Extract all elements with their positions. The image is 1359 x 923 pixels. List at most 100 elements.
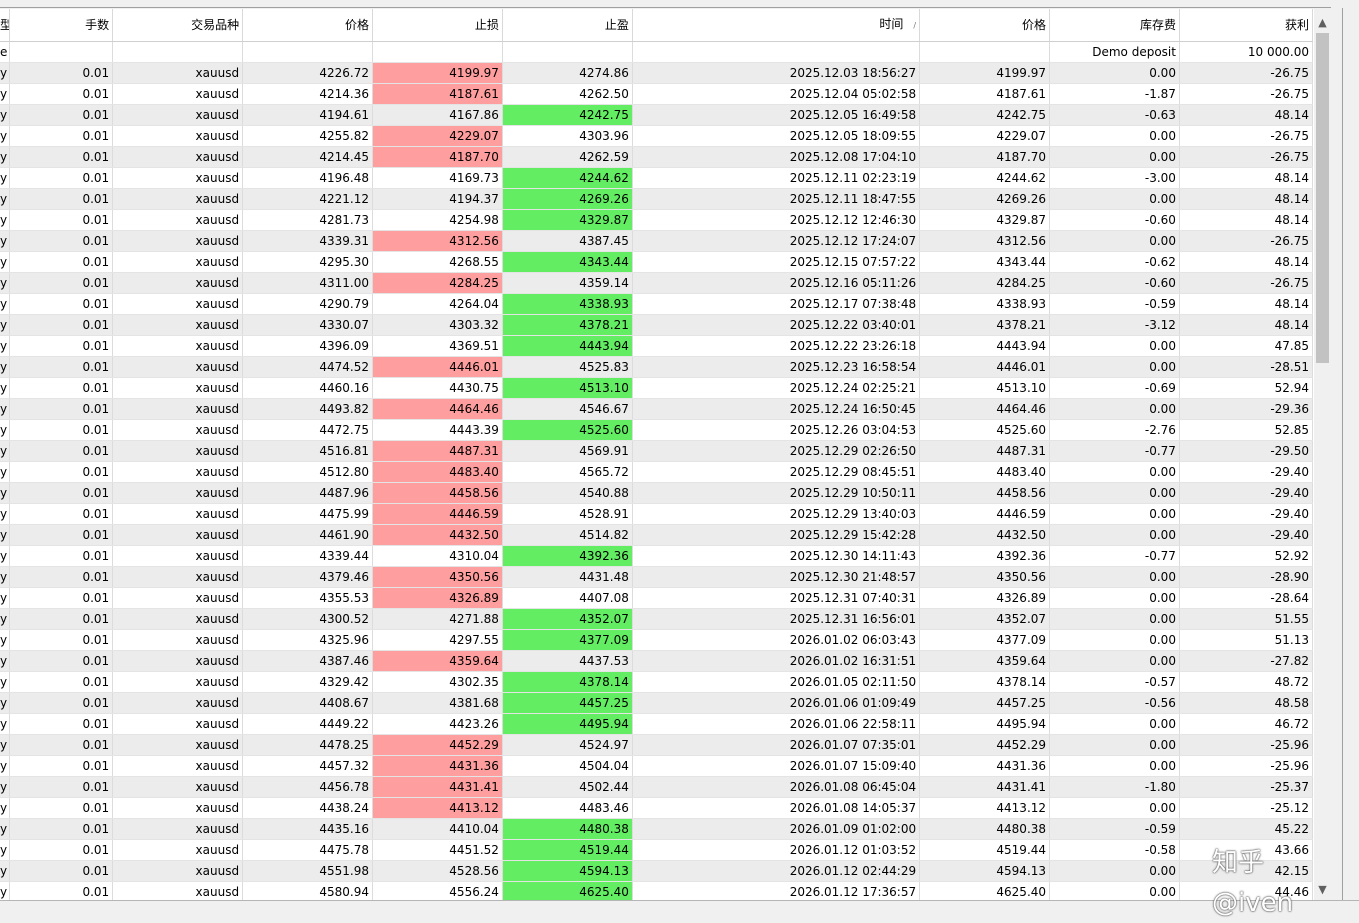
- table-row[interactable]: y 0.01 xauusd 4474.52 4446.01 4525.83 2025.12.…: [0, 356, 1314, 378]
- cell-lots: 0.01: [9, 125, 114, 147]
- cell-lots: 0.01: [9, 482, 114, 504]
- table-row[interactable]: y 0.01 xauusd 4330.07 4303.32 4378.21 2025.12.…: [0, 314, 1314, 336]
- cell-sl: 4169.73: [372, 167, 503, 189]
- cell-type: y: [0, 293, 10, 315]
- cell-price: 4281.73: [242, 209, 373, 231]
- table-row[interactable]: y 0.01 xauusd 4435.16 4410.04 4480.38 2026.01.…: [0, 818, 1314, 840]
- cell-price: 4355.53: [242, 587, 373, 609]
- cell-time: 2025.12.16 05:11:26: [632, 272, 921, 294]
- cell-tp: 4343.44: [502, 251, 633, 273]
- table-row[interactable]: y 0.01 xauusd 4379.46 4350.56 4431.48 2025.12.…: [0, 566, 1314, 588]
- table-row[interactable]: y 0.01 xauusd 4516.81 4487.31 4569.91 2025.12.…: [0, 440, 1314, 462]
- col-header-price[interactable]: 价格: [242, 9, 373, 42]
- cell-profit: -27.82: [1179, 650, 1314, 672]
- table-row[interactable]: y 0.01 xauusd 4478.25 4452.29 4524.97 2026.01.…: [0, 734, 1314, 756]
- col-header-profit[interactable]: 获利: [1179, 9, 1314, 42]
- col-header-type[interactable]: 型: [0, 9, 10, 42]
- cell-time: 2025.12.04 05:02:58: [632, 83, 921, 105]
- cell-close: 4446.01: [919, 356, 1051, 378]
- table-row[interactable]: y 0.01 xauusd 4290.79 4264.04 4338.93 2025.12.…: [0, 293, 1314, 315]
- table-row[interactable]: y 0.01 xauusd 4214.45 4187.70 4262.59 2025.12.…: [0, 146, 1314, 168]
- cell-sl: 4464.46: [372, 398, 503, 420]
- table-row[interactable]: y 0.01 xauusd 4475.99 4446.59 4528.91 2025.12.…: [0, 503, 1314, 525]
- cell-tp: 4378.14: [502, 671, 633, 693]
- table-row[interactable]: y 0.01 xauusd 4194.61 4167.86 4242.75 2025.12.…: [0, 104, 1314, 126]
- table-row[interactable]: y 0.01 xauusd 4493.82 4464.46 4546.67 2025.12.…: [0, 398, 1314, 420]
- col-header-time-label: 时间: [879, 17, 904, 31]
- table-row[interactable]: y 0.01 xauusd 4196.48 4169.73 4244.62 2025.12.…: [0, 167, 1314, 189]
- cell-tp: 4431.48: [502, 566, 633, 588]
- cell-type: y: [0, 545, 10, 567]
- table-row[interactable]: y 0.01 xauusd 4472.75 4443.39 4525.60 2025.12.…: [0, 419, 1314, 441]
- table-row[interactable]: y 0.01 xauusd 4449.22 4423.26 4495.94 2026.01.…: [0, 713, 1314, 735]
- table-row[interactable]: y 0.01 xauusd 4355.53 4326.89 4407.08 2025.12.…: [0, 587, 1314, 609]
- cell-type: y: [0, 713, 10, 735]
- cell-lots: 0.01: [9, 293, 114, 315]
- col-header-time[interactable]: 时间 /: [632, 9, 921, 42]
- cell-close: 4350.56: [919, 566, 1051, 588]
- cell-symbol: xauusd: [112, 755, 244, 777]
- table-row[interactable]: y 0.01 xauusd 4295.30 4268.55 4343.44 2025.12.…: [0, 251, 1314, 273]
- cell-type: y: [0, 524, 10, 546]
- scroll-down-arrow-icon[interactable]: ▼: [1318, 883, 1327, 896]
- cell-swap: -0.62: [1049, 251, 1180, 273]
- table-row[interactable]: y 0.01 xauusd 4221.12 4194.37 4269.26 2025.12.…: [0, 188, 1314, 210]
- col-header-symbol[interactable]: 交易品种: [112, 9, 244, 42]
- table-row[interactable]: y 0.01 xauusd 4408.67 4381.68 4457.25 2026.01.…: [0, 692, 1314, 714]
- table-row[interactable]: y 0.01 xauusd 4475.78 4451.52 4519.44 2026.01.…: [0, 839, 1314, 861]
- table-row[interactable]: y 0.01 xauusd 4512.80 4483.40 4565.72 2025.12.…: [0, 461, 1314, 483]
- table-row[interactable]: y 0.01 xauusd 4487.96 4458.56 4540.88 2025.12.…: [0, 482, 1314, 504]
- table-row[interactable]: y 0.01 xauusd 4325.96 4297.55 4377.09 2026.01.…: [0, 629, 1314, 651]
- table-row[interactable]: y 0.01 xauusd 4255.82 4229.07 4303.96 2025.12.…: [0, 125, 1314, 147]
- table-row[interactable]: y 0.01 xauusd 4457.32 4431.36 4504.04 2026.01.…: [0, 755, 1314, 777]
- table-row[interactable]: y 0.01 xauusd 4396.09 4369.51 4443.94 2025.12.…: [0, 335, 1314, 357]
- cell-symbol: xauusd: [112, 650, 244, 672]
- vertical-scrollbar[interactable]: ▲ ▼: [1314, 9, 1331, 900]
- table-row[interactable]: y 0.01 xauusd 4281.73 4254.98 4329.87 2025.12.…: [0, 209, 1314, 231]
- col-header-lots[interactable]: 手数: [9, 9, 114, 42]
- cell-tp: 4244.62: [502, 167, 633, 189]
- table-row[interactable]: y 0.01 xauusd 4339.44 4310.04 4392.36 2025.12.…: [0, 545, 1314, 567]
- deposit-row[interactable]: e Demo deposit 10 000.00: [0, 41, 1314, 63]
- table-row[interactable]: y 0.01 xauusd 4329.42 4302.35 4378.14 2026.01.…: [0, 671, 1314, 693]
- table-row[interactable]: y 0.01 xauusd 4456.78 4431.41 4502.44 2026.01.…: [0, 776, 1314, 798]
- cell-profit: -26.75: [1179, 62, 1314, 84]
- cell-swap: 0.00: [1049, 503, 1180, 525]
- cell-type: y: [0, 482, 10, 504]
- cell-symbol: xauusd: [112, 146, 244, 168]
- table-row[interactable]: y 0.01 xauusd 4226.72 4199.97 4274.86 2025.12.…: [0, 62, 1314, 84]
- cell-swap: -0.59: [1049, 293, 1180, 315]
- cell-sl: 4268.55: [372, 251, 503, 273]
- col-header-close-price[interactable]: 价格: [919, 9, 1051, 42]
- cell-profit: -26.75: [1179, 230, 1314, 252]
- table-row[interactable]: y 0.01 xauusd 4311.00 4284.25 4359.14 2025.12.…: [0, 272, 1314, 294]
- cell-lots: 0.01: [9, 188, 114, 210]
- table-row[interactable]: y 0.01 xauusd 4214.36 4187.61 4262.50 2025.12.…: [0, 83, 1314, 105]
- table-row[interactable]: y 0.01 xauusd 4438.24 4413.12 4483.46 2026.01.…: [0, 797, 1314, 819]
- cell-price: 4300.52: [242, 608, 373, 630]
- table-row[interactable]: y 0.01 xauusd 4339.31 4312.56 4387.45 2025.12.…: [0, 230, 1314, 252]
- cell-price: 4226.72: [242, 62, 373, 84]
- cell-close: 4458.56: [919, 482, 1051, 504]
- cell-sl: 4254.98: [372, 209, 503, 231]
- table-row[interactable]: y 0.01 xauusd 4580.94 4556.24 4625.40 2026.01.…: [0, 881, 1314, 900]
- header-row: 型 手数 交易品种 价格 止损 止盈 时间 / 价格 库存费 获利: [0, 9, 1314, 42]
- table-row[interactable]: y 0.01 xauusd 4300.52 4271.88 4352.07 2025.12.…: [0, 608, 1314, 630]
- cell-type: y: [0, 62, 10, 84]
- table-row[interactable]: y 0.01 xauusd 4461.90 4432.50 4514.82 2025.12.…: [0, 524, 1314, 546]
- cell-lots: 0.01: [9, 440, 114, 462]
- col-header-swap[interactable]: 库存费: [1049, 9, 1180, 42]
- scrollbar-thumb[interactable]: [1316, 33, 1329, 363]
- cell-close: 4377.09: [919, 629, 1051, 651]
- table-row[interactable]: y 0.01 xauusd 4387.46 4359.64 4437.53 2026.01.…: [0, 650, 1314, 672]
- cell-time: 2025.12.11 02:23:19: [632, 167, 921, 189]
- cell-close: 4495.94: [919, 713, 1051, 735]
- history-table-view[interactable]: 型 手数 交易品种 价格 止损 止盈 时间 / 价格 库存费 获利 e: [0, 9, 1314, 900]
- col-header-stop-loss[interactable]: 止损: [372, 9, 503, 42]
- col-header-take-profit[interactable]: 止盈: [502, 9, 633, 42]
- table-row[interactable]: y 0.01 xauusd 4551.98 4528.56 4594.13 2026.01.…: [0, 860, 1314, 882]
- scroll-up-arrow-icon[interactable]: ▲: [1318, 16, 1327, 29]
- cell-lots: 0.01: [9, 419, 114, 441]
- cell-swap: 0.00: [1049, 62, 1180, 84]
- table-row[interactable]: y 0.01 xauusd 4460.16 4430.75 4513.10 2025.12.…: [0, 377, 1314, 399]
